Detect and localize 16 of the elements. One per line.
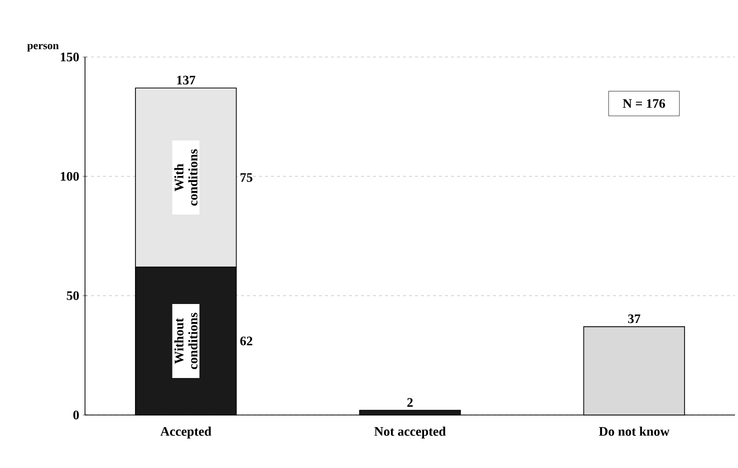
series-label: Without conditions — [174, 312, 198, 370]
data-label: 62 — [240, 336, 252, 346]
y-axis-title: person — [27, 44, 59, 52]
x-tick-label: Do not know — [598, 426, 670, 436]
x-tick-label: Accepted — [160, 426, 212, 438]
y-tick-label: 150 — [60, 52, 79, 62]
y-tick-label: 50 — [66, 291, 79, 300]
data-label: 2 — [407, 398, 413, 407]
series-label: With conditions — [174, 149, 198, 206]
data-label: 37 — [628, 314, 640, 324]
annotation: N = 176 — [622, 99, 666, 108]
y-tick-label: 0 — [73, 410, 79, 420]
data-label: 75 — [240, 173, 252, 182]
y-tick-label: 100 — [60, 172, 79, 181]
x-tick-label: Not accepted — [374, 426, 446, 438]
total-label: 137 — [177, 76, 196, 84]
